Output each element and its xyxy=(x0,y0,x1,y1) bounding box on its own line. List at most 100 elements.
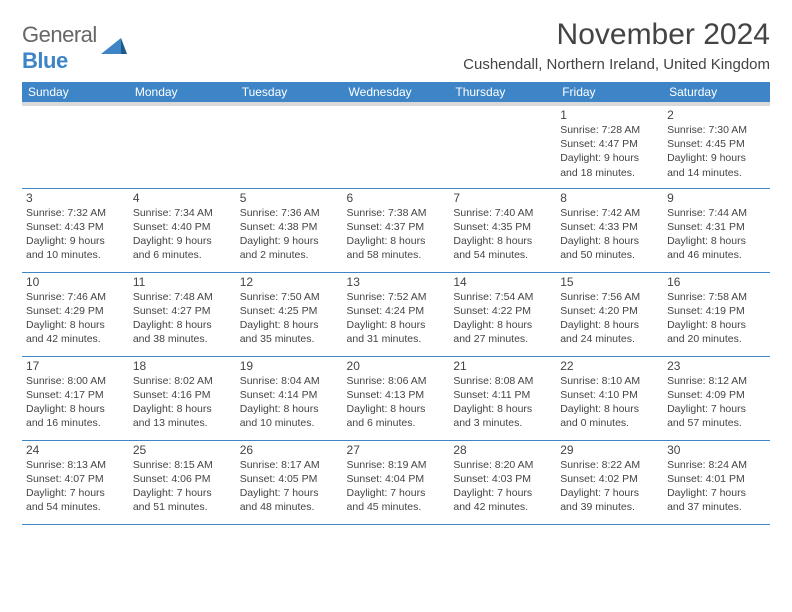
day-cell-16: 16Sunrise: 7:58 AMSunset: 4:19 PMDayligh… xyxy=(663,272,770,356)
day-info: Sunrise: 8:19 AMSunset: 4:04 PMDaylight:… xyxy=(347,458,446,515)
day-cell-28: 28Sunrise: 8:20 AMSunset: 4:03 PMDayligh… xyxy=(449,440,556,524)
day-info: Sunrise: 8:22 AMSunset: 4:02 PMDaylight:… xyxy=(560,458,659,515)
empty-cell xyxy=(22,104,129,188)
day-cell-29: 29Sunrise: 8:22 AMSunset: 4:02 PMDayligh… xyxy=(556,440,663,524)
day-info: Sunrise: 8:00 AMSunset: 4:17 PMDaylight:… xyxy=(26,374,125,431)
day-cell-4: 4Sunrise: 7:34 AMSunset: 4:40 PMDaylight… xyxy=(129,188,236,272)
calendar-page: General Blue November 2024 Cushendall, N… xyxy=(0,0,792,535)
day-cell-1: 1Sunrise: 7:28 AMSunset: 4:47 PMDaylight… xyxy=(556,104,663,188)
day-cell-22: 22Sunrise: 8:10 AMSunset: 4:10 PMDayligh… xyxy=(556,356,663,440)
day-number: 5 xyxy=(240,191,339,205)
day-info: Sunrise: 8:08 AMSunset: 4:11 PMDaylight:… xyxy=(453,374,552,431)
day-cell-3: 3Sunrise: 7:32 AMSunset: 4:43 PMDaylight… xyxy=(22,188,129,272)
day-number: 30 xyxy=(667,443,766,457)
day-cell-10: 10Sunrise: 7:46 AMSunset: 4:29 PMDayligh… xyxy=(22,272,129,356)
day-number: 22 xyxy=(560,359,659,373)
location: Cushendall, Northern Ireland, United Kin… xyxy=(463,56,770,73)
day-info: Sunrise: 8:04 AMSunset: 4:14 PMDaylight:… xyxy=(240,374,339,431)
day-number: 3 xyxy=(26,191,125,205)
day-cell-6: 6Sunrise: 7:38 AMSunset: 4:37 PMDaylight… xyxy=(343,188,450,272)
day-number: 10 xyxy=(26,275,125,289)
weekday-tuesday: Tuesday xyxy=(236,82,343,104)
day-cell-8: 8Sunrise: 7:42 AMSunset: 4:33 PMDaylight… xyxy=(556,188,663,272)
calendar-table: SundayMondayTuesdayWednesdayThursdayFrid… xyxy=(22,82,770,525)
day-info: Sunrise: 7:32 AMSunset: 4:43 PMDaylight:… xyxy=(26,206,125,263)
day-info: Sunrise: 7:46 AMSunset: 4:29 PMDaylight:… xyxy=(26,290,125,347)
empty-cell xyxy=(236,104,343,188)
day-number: 6 xyxy=(347,191,446,205)
day-number: 20 xyxy=(347,359,446,373)
day-info: Sunrise: 8:06 AMSunset: 4:13 PMDaylight:… xyxy=(347,374,446,431)
title-block: November 2024 Cushendall, Northern Irela… xyxy=(463,18,770,73)
day-info: Sunrise: 8:20 AMSunset: 4:03 PMDaylight:… xyxy=(453,458,552,515)
day-info: Sunrise: 7:34 AMSunset: 4:40 PMDaylight:… xyxy=(133,206,232,263)
day-cell-24: 24Sunrise: 8:13 AMSunset: 4:07 PMDayligh… xyxy=(22,440,129,524)
day-number: 16 xyxy=(667,275,766,289)
day-cell-17: 17Sunrise: 8:00 AMSunset: 4:17 PMDayligh… xyxy=(22,356,129,440)
day-number: 1 xyxy=(560,108,659,122)
header: General Blue November 2024 Cushendall, N… xyxy=(22,18,770,74)
calendar-row: 3Sunrise: 7:32 AMSunset: 4:43 PMDaylight… xyxy=(22,188,770,272)
day-cell-23: 23Sunrise: 8:12 AMSunset: 4:09 PMDayligh… xyxy=(663,356,770,440)
weekday-monday: Monday xyxy=(129,82,236,104)
weekday-sunday: Sunday xyxy=(22,82,129,104)
day-info: Sunrise: 8:12 AMSunset: 4:09 PMDaylight:… xyxy=(667,374,766,431)
day-number: 25 xyxy=(133,443,232,457)
day-info: Sunrise: 8:15 AMSunset: 4:06 PMDaylight:… xyxy=(133,458,232,515)
weekday-wednesday: Wednesday xyxy=(343,82,450,104)
calendar-head: SundayMondayTuesdayWednesdayThursdayFrid… xyxy=(22,82,770,104)
day-info: Sunrise: 7:54 AMSunset: 4:22 PMDaylight:… xyxy=(453,290,552,347)
day-info: Sunrise: 7:52 AMSunset: 4:24 PMDaylight:… xyxy=(347,290,446,347)
calendar-row: 1Sunrise: 7:28 AMSunset: 4:47 PMDaylight… xyxy=(22,104,770,188)
day-number: 11 xyxy=(133,275,232,289)
day-number: 4 xyxy=(133,191,232,205)
day-info: Sunrise: 7:40 AMSunset: 4:35 PMDaylight:… xyxy=(453,206,552,263)
logo: General Blue xyxy=(22,22,127,74)
day-info: Sunrise: 8:24 AMSunset: 4:01 PMDaylight:… xyxy=(667,458,766,515)
day-cell-13: 13Sunrise: 7:52 AMSunset: 4:24 PMDayligh… xyxy=(343,272,450,356)
day-number: 18 xyxy=(133,359,232,373)
day-info: Sunrise: 7:56 AMSunset: 4:20 PMDaylight:… xyxy=(560,290,659,347)
logo-part2: Blue xyxy=(22,48,68,73)
day-info: Sunrise: 7:48 AMSunset: 4:27 PMDaylight:… xyxy=(133,290,232,347)
empty-cell xyxy=(129,104,236,188)
calendar-row: 10Sunrise: 7:46 AMSunset: 4:29 PMDayligh… xyxy=(22,272,770,356)
empty-cell xyxy=(343,104,450,188)
day-number: 7 xyxy=(453,191,552,205)
calendar-body: 1Sunrise: 7:28 AMSunset: 4:47 PMDaylight… xyxy=(22,104,770,524)
day-number: 14 xyxy=(453,275,552,289)
day-cell-5: 5Sunrise: 7:36 AMSunset: 4:38 PMDaylight… xyxy=(236,188,343,272)
day-number: 15 xyxy=(560,275,659,289)
month-title: November 2024 xyxy=(463,18,770,52)
day-cell-12: 12Sunrise: 7:50 AMSunset: 4:25 PMDayligh… xyxy=(236,272,343,356)
day-info: Sunrise: 7:38 AMSunset: 4:37 PMDaylight:… xyxy=(347,206,446,263)
day-info: Sunrise: 7:50 AMSunset: 4:25 PMDaylight:… xyxy=(240,290,339,347)
day-info: Sunrise: 8:17 AMSunset: 4:05 PMDaylight:… xyxy=(240,458,339,515)
empty-cell xyxy=(449,104,556,188)
day-cell-25: 25Sunrise: 8:15 AMSunset: 4:06 PMDayligh… xyxy=(129,440,236,524)
day-number: 24 xyxy=(26,443,125,457)
logo-part1: General xyxy=(22,22,97,47)
day-info: Sunrise: 7:36 AMSunset: 4:38 PMDaylight:… xyxy=(240,206,339,263)
day-cell-15: 15Sunrise: 7:56 AMSunset: 4:20 PMDayligh… xyxy=(556,272,663,356)
day-number: 17 xyxy=(26,359,125,373)
weekday-row: SundayMondayTuesdayWednesdayThursdayFrid… xyxy=(22,82,770,104)
day-number: 29 xyxy=(560,443,659,457)
day-info: Sunrise: 7:44 AMSunset: 4:31 PMDaylight:… xyxy=(667,206,766,263)
day-info: Sunrise: 7:42 AMSunset: 4:33 PMDaylight:… xyxy=(560,206,659,263)
day-cell-19: 19Sunrise: 8:04 AMSunset: 4:14 PMDayligh… xyxy=(236,356,343,440)
day-cell-26: 26Sunrise: 8:17 AMSunset: 4:05 PMDayligh… xyxy=(236,440,343,524)
day-cell-11: 11Sunrise: 7:48 AMSunset: 4:27 PMDayligh… xyxy=(129,272,236,356)
day-cell-27: 27Sunrise: 8:19 AMSunset: 4:04 PMDayligh… xyxy=(343,440,450,524)
day-number: 8 xyxy=(560,191,659,205)
weekday-friday: Friday xyxy=(556,82,663,104)
day-number: 9 xyxy=(667,191,766,205)
day-info: Sunrise: 7:30 AMSunset: 4:45 PMDaylight:… xyxy=(667,123,766,180)
day-cell-18: 18Sunrise: 8:02 AMSunset: 4:16 PMDayligh… xyxy=(129,356,236,440)
calendar-row: 17Sunrise: 8:00 AMSunset: 4:17 PMDayligh… xyxy=(22,356,770,440)
day-cell-20: 20Sunrise: 8:06 AMSunset: 4:13 PMDayligh… xyxy=(343,356,450,440)
day-number: 23 xyxy=(667,359,766,373)
weekday-thursday: Thursday xyxy=(449,82,556,104)
day-info: Sunrise: 7:28 AMSunset: 4:47 PMDaylight:… xyxy=(560,123,659,180)
day-number: 13 xyxy=(347,275,446,289)
